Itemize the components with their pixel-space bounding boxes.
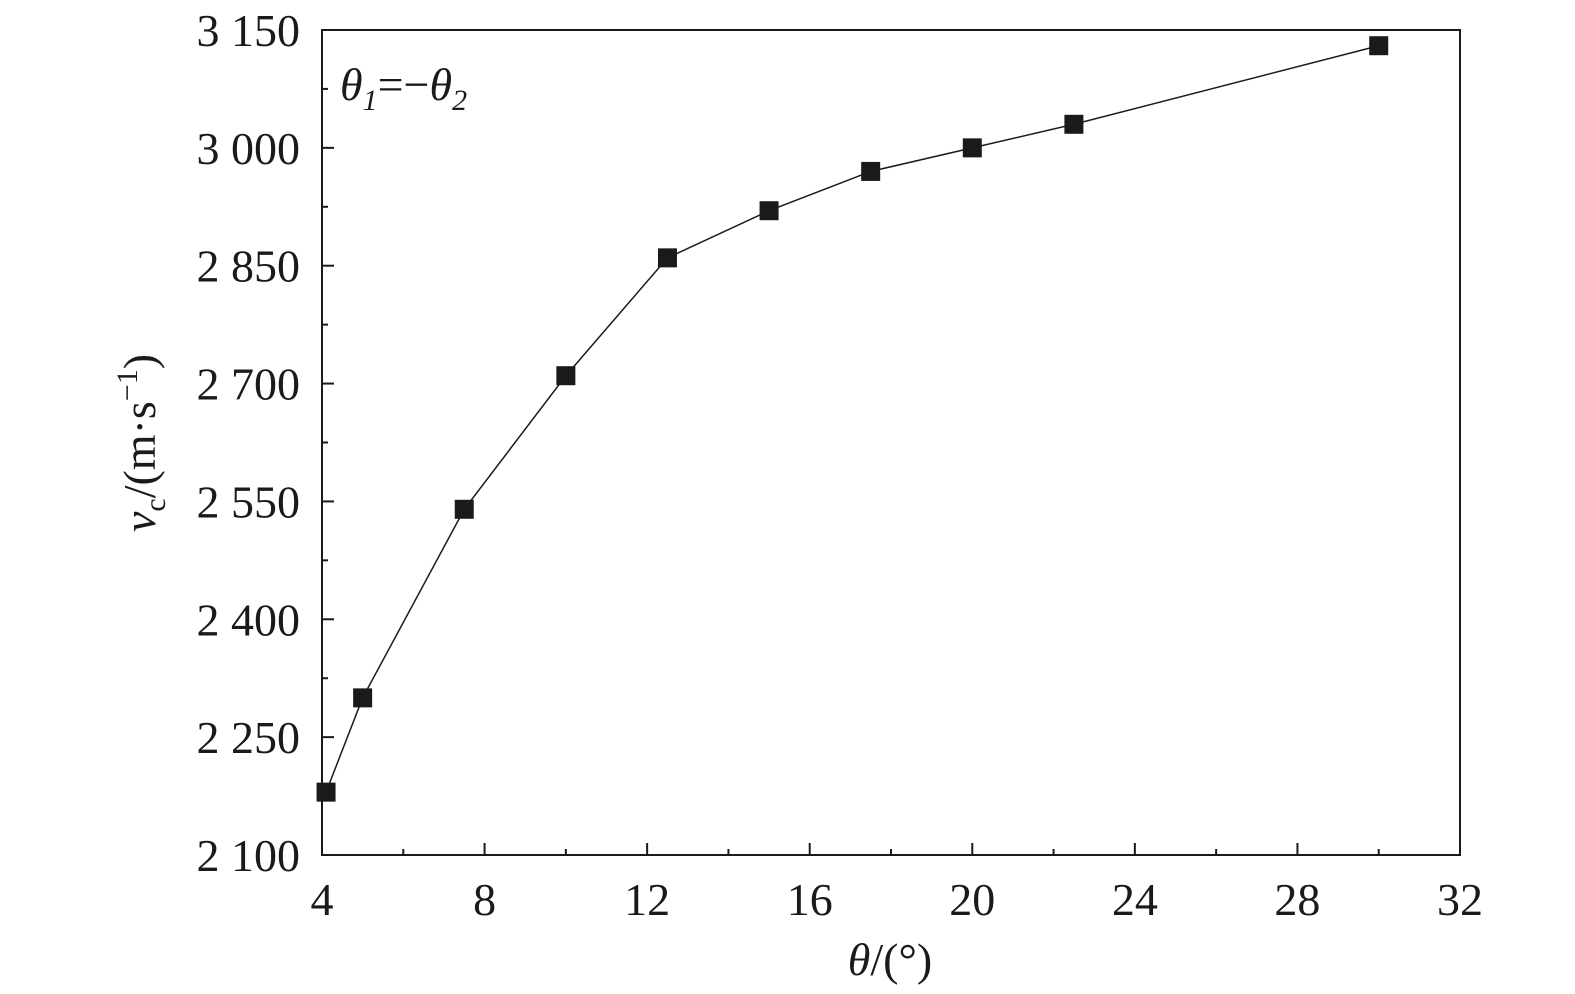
y-tick-label: 3 150 bbox=[197, 5, 301, 56]
data-point bbox=[1369, 36, 1389, 56]
y-tick-label: 2 250 bbox=[197, 712, 301, 763]
data-point bbox=[454, 499, 474, 519]
x-tick-label: 24 bbox=[1112, 874, 1158, 925]
plot-frame bbox=[321, 29, 1461, 856]
data-point bbox=[657, 248, 677, 268]
data-point bbox=[316, 782, 336, 802]
data-point bbox=[556, 366, 576, 386]
y-tick-label: 2 700 bbox=[197, 359, 301, 410]
data-markers bbox=[316, 36, 1389, 802]
data-point bbox=[1064, 114, 1084, 134]
y-tick-label: 2 550 bbox=[197, 476, 301, 527]
x-tick-label: 20 bbox=[949, 874, 995, 925]
x-tick-label: 4 bbox=[311, 874, 334, 925]
series-line bbox=[325, 44, 1379, 793]
x-tick-label: 32 bbox=[1437, 874, 1483, 925]
data-point bbox=[962, 138, 982, 158]
y-tick-label: 2 100 bbox=[197, 830, 301, 881]
y-tick-label: 3 000 bbox=[197, 123, 301, 174]
x-tick-label: 16 bbox=[787, 874, 833, 925]
x-tick-label: 28 bbox=[1274, 874, 1320, 925]
y-tick-label: 2 400 bbox=[197, 594, 301, 645]
x-tick-label: 8 bbox=[473, 874, 496, 925]
data-point bbox=[353, 688, 373, 708]
x-axis-title: θ/(°) bbox=[848, 934, 932, 985]
data-point bbox=[861, 161, 881, 181]
x-ticks: 4 8 12 16 20 24 28 32 bbox=[311, 843, 1483, 925]
y-axis-title: vc/(m·s−1) bbox=[111, 354, 172, 532]
data-point bbox=[759, 201, 779, 221]
x-tick-label: 12 bbox=[624, 874, 670, 925]
y-ticks: 2 100 2 250 2 400 2 550 2 700 2 850 3 000 3 150 bbox=[197, 5, 334, 881]
annotation-theta-relation: θ1=−θ2 bbox=[340, 59, 467, 117]
y-tick-label: 2 850 bbox=[197, 241, 301, 292]
